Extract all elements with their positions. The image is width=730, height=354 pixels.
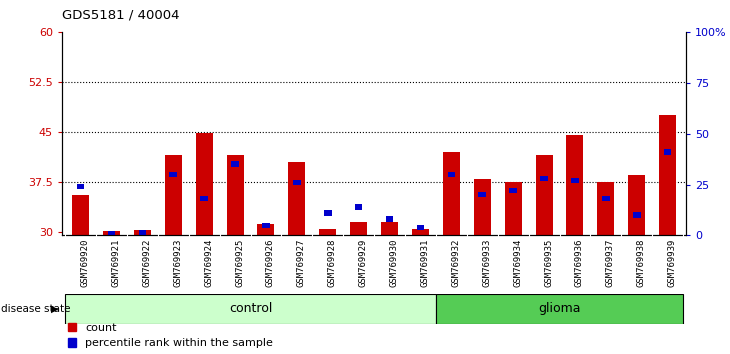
Text: GSM769923: GSM769923: [173, 238, 182, 287]
Text: GSM769939: GSM769939: [668, 238, 677, 287]
Bar: [134, 230, 151, 235]
Text: disease state: disease state: [1, 304, 70, 314]
Text: GSM769933: GSM769933: [483, 238, 491, 287]
Bar: [504, 182, 522, 235]
Text: GSM769932: GSM769932: [451, 238, 461, 287]
Text: GSM769920: GSM769920: [80, 238, 90, 287]
Bar: [169, 172, 177, 177]
Bar: [478, 192, 486, 198]
Bar: [566, 135, 583, 235]
Bar: [412, 229, 429, 235]
Bar: [262, 223, 270, 228]
Bar: [436, 294, 683, 324]
Bar: [231, 161, 239, 167]
Bar: [417, 224, 424, 230]
Bar: [510, 188, 517, 193]
Bar: [107, 231, 115, 236]
Text: GDS5181 / 40004: GDS5181 / 40004: [62, 9, 180, 22]
Text: GSM769936: GSM769936: [575, 238, 584, 287]
Text: GSM769928: GSM769928: [328, 238, 337, 287]
Bar: [196, 133, 212, 235]
Bar: [597, 182, 615, 235]
Bar: [77, 184, 85, 189]
Legend: count, percentile rank within the sample: count, percentile rank within the sample: [68, 322, 273, 348]
Bar: [659, 115, 676, 235]
Bar: [571, 178, 579, 183]
Bar: [355, 204, 363, 210]
Text: glioma: glioma: [538, 302, 581, 315]
Bar: [258, 224, 274, 235]
Bar: [165, 155, 182, 235]
Bar: [385, 216, 393, 222]
Text: GSM769922: GSM769922: [142, 238, 151, 287]
Bar: [447, 172, 456, 177]
Bar: [629, 175, 645, 235]
Text: ▶: ▶: [51, 304, 58, 314]
Bar: [65, 294, 436, 324]
Text: control: control: [228, 302, 272, 315]
Bar: [633, 212, 641, 218]
Text: GSM769927: GSM769927: [297, 238, 306, 287]
Bar: [536, 155, 553, 235]
Bar: [324, 210, 331, 216]
Bar: [226, 155, 244, 235]
Bar: [200, 196, 208, 201]
Bar: [288, 162, 305, 235]
Text: GSM769935: GSM769935: [544, 238, 553, 287]
Bar: [664, 149, 672, 155]
Text: GSM769926: GSM769926: [266, 238, 275, 287]
Text: GSM769930: GSM769930: [390, 238, 399, 287]
Bar: [350, 222, 367, 235]
Bar: [602, 196, 610, 201]
Text: GSM769929: GSM769929: [358, 238, 368, 287]
Bar: [72, 195, 89, 235]
Bar: [139, 230, 146, 235]
Text: GSM769921: GSM769921: [112, 238, 120, 287]
Bar: [293, 180, 301, 185]
Bar: [381, 222, 398, 235]
Bar: [540, 176, 548, 181]
Bar: [319, 229, 337, 235]
Text: GSM769937: GSM769937: [606, 238, 615, 287]
Text: GSM769934: GSM769934: [513, 238, 522, 287]
Text: GSM769924: GSM769924: [204, 238, 213, 287]
Text: GSM769938: GSM769938: [637, 238, 646, 287]
Bar: [474, 179, 491, 235]
Text: GSM769925: GSM769925: [235, 238, 244, 287]
Bar: [103, 231, 120, 235]
Text: GSM769931: GSM769931: [420, 238, 429, 287]
Bar: [443, 152, 460, 235]
